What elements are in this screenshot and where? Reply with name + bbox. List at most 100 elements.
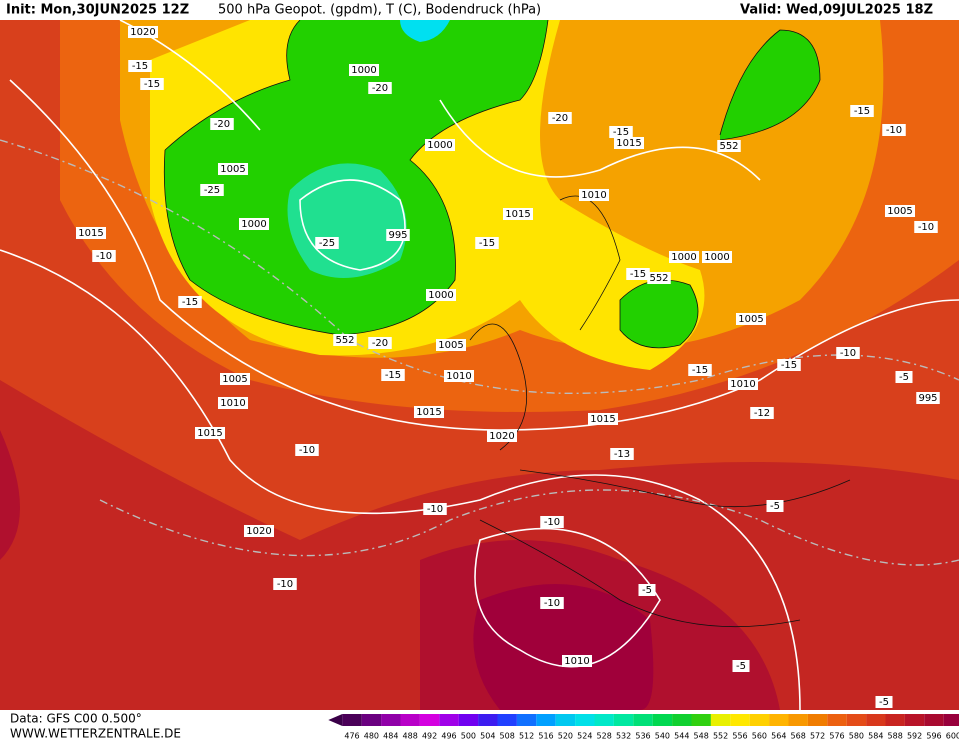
contour-label-box	[895, 371, 913, 383]
contour-label: 552	[719, 141, 738, 152]
contour-label-box	[669, 251, 699, 263]
contour-label: 552	[649, 273, 668, 284]
colorbar-cell	[943, 714, 959, 726]
contour-label: -5	[770, 501, 780, 512]
contour-label-box	[128, 26, 158, 38]
contour-label-box	[273, 578, 297, 590]
colorbar-label: 584	[868, 732, 883, 741]
colorbar-cell	[419, 714, 440, 726]
colorbar-label: 508	[500, 732, 515, 741]
contour-label: -20	[372, 83, 388, 94]
colorbar-arrow	[328, 714, 343, 726]
contour-label: 552	[335, 335, 354, 346]
contour-label: 1015	[78, 228, 103, 239]
colorbar-cell	[613, 714, 634, 726]
contour-label: -10	[299, 445, 315, 456]
contour-label: -10	[277, 579, 293, 590]
contour-label: -15	[854, 106, 870, 117]
contour-label: -10	[544, 517, 560, 528]
contour-label: -12	[754, 408, 770, 419]
colorbar-label: 480	[364, 732, 379, 741]
colorbar-cell	[710, 714, 731, 726]
contour-label: 1010	[220, 398, 245, 409]
colorbar: 476 480 484 488 492 496 500 504 508 512 516 520 524 5…	[328, 714, 959, 741]
contour-label-box	[92, 250, 116, 262]
contour-label-box	[436, 339, 466, 351]
contour-label-box	[210, 118, 234, 130]
contour-label: 1010	[730, 379, 755, 390]
contour-label-box	[732, 660, 750, 672]
contour-label-box	[609, 126, 633, 138]
contour-label: -10	[96, 251, 112, 262]
contour-label: 995	[388, 230, 407, 241]
colorbar-label: 504	[480, 732, 495, 741]
contour-labels: 1020-15-151000-20-201005-251000-25995100…	[76, 26, 940, 708]
contour-label-box	[610, 448, 634, 460]
colorbar-label: 588	[888, 732, 903, 741]
colorbar-cell	[652, 714, 673, 726]
colorbar-cell	[400, 714, 420, 726]
contour-label-box	[588, 413, 618, 425]
colorbar-label: 476	[344, 732, 359, 741]
contour-label-box	[579, 189, 609, 201]
colorbar-label: 564	[771, 732, 786, 741]
contour-label: -25	[319, 238, 335, 249]
contour-label: 1020	[246, 526, 271, 537]
contour-label-box	[423, 503, 447, 515]
contour-label-box	[562, 655, 592, 667]
contour-label-box	[195, 427, 225, 439]
colorbar-cell	[497, 714, 517, 726]
contour-label: -5	[642, 585, 652, 596]
contour-label: 1005	[220, 164, 245, 175]
colorbar-label: 524	[577, 732, 592, 741]
contour-label: 1010	[446, 371, 471, 382]
contour-label-box	[425, 139, 455, 151]
contour-label: -10	[918, 222, 934, 233]
contour-label: -10	[544, 598, 560, 609]
contour-label-box	[702, 251, 732, 263]
colorbar-cell	[866, 714, 886, 726]
contour-label: -15	[630, 269, 646, 280]
contour-label-box	[540, 516, 564, 528]
contour-label-box	[349, 64, 379, 76]
contour-label: -25	[204, 185, 220, 196]
colorbar-label: 548	[694, 732, 709, 741]
contour-label: -10	[886, 125, 902, 136]
colorbar-cell	[478, 714, 498, 726]
contour-label: -5	[899, 372, 909, 383]
colorbar-cell	[691, 714, 711, 726]
colorbar-label: 536	[635, 732, 650, 741]
colorbar-cell	[342, 714, 362, 726]
contour-label: -15	[692, 365, 708, 376]
contour-label: 1015	[590, 414, 615, 425]
contour-label-box	[777, 359, 801, 371]
contour-label-box	[218, 163, 248, 175]
contour-label-box	[882, 124, 906, 136]
colorbar-label: 528	[597, 732, 612, 741]
contour-label-box	[487, 430, 517, 442]
contour-label: -5	[879, 697, 889, 708]
contour-label-box	[638, 584, 656, 596]
colorbar-label: 572	[810, 732, 825, 741]
contour-label-box	[540, 597, 564, 609]
colorbar-cell	[846, 714, 867, 726]
contour-label-box	[381, 369, 405, 381]
contour-label: -15	[385, 370, 401, 381]
colorbar-cell	[575, 714, 595, 726]
colorbar-cell	[361, 714, 382, 726]
contour-label: -15	[132, 61, 148, 72]
colorbar-cell	[381, 714, 401, 726]
colorbar-cell	[904, 714, 925, 726]
contour-label-box	[239, 218, 269, 230]
contour-label-box	[426, 289, 456, 301]
contour-label: 1000	[241, 219, 266, 230]
contour-label-box	[444, 370, 474, 382]
contour-label-box	[333, 334, 357, 346]
data-source: Data: GFS C00 0.500°	[10, 712, 142, 726]
website: WWW.WETTERZENTRALE.DE	[10, 727, 181, 741]
contour-label-box	[736, 313, 766, 325]
colorbar-label: 520	[558, 732, 573, 741]
contour-label-box	[688, 364, 712, 376]
contour-label-box	[885, 205, 915, 217]
